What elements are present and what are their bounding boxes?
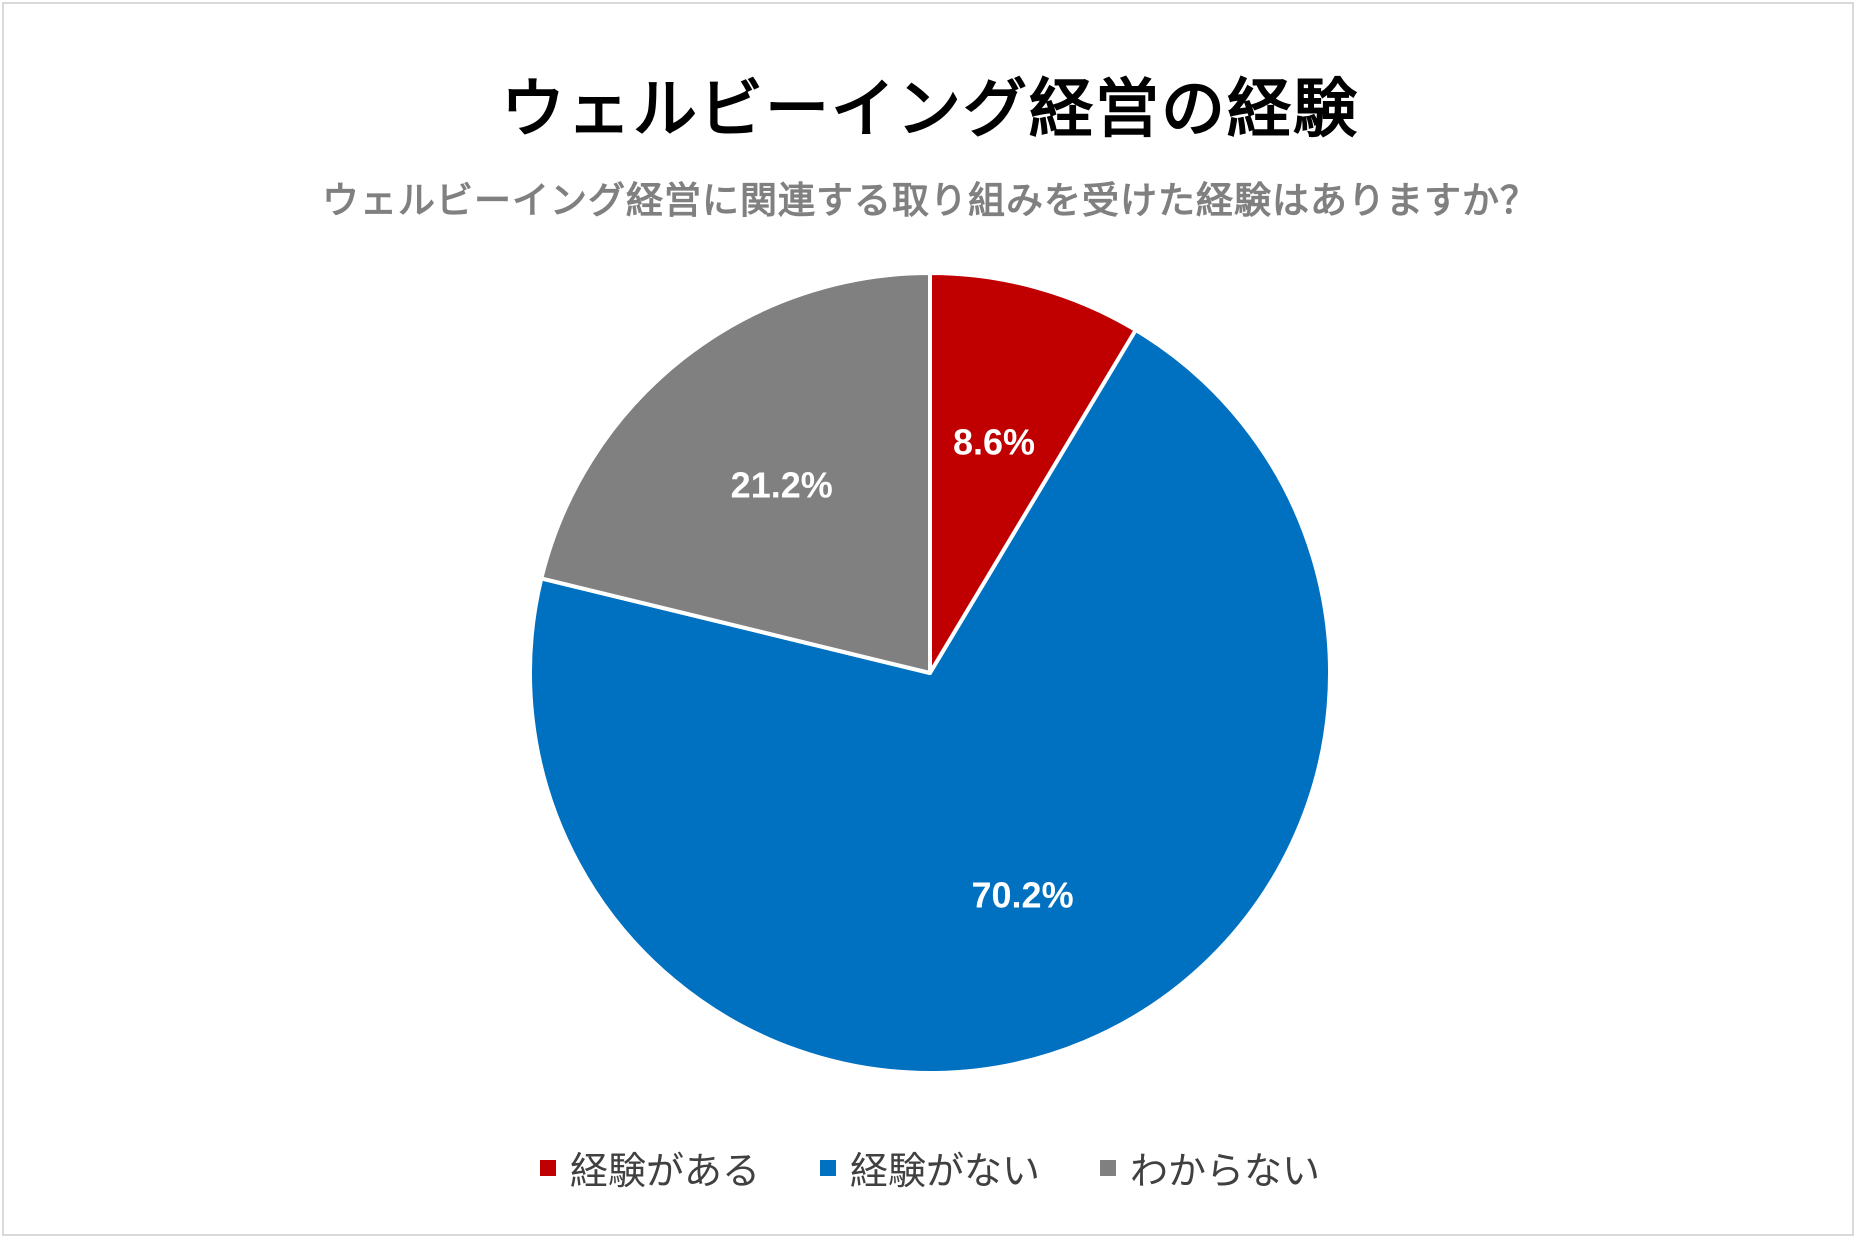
pie-data-labels: 8.6% 70.2% 21.2% <box>731 422 1074 916</box>
legend-label-not-experienced: 経験がない <box>849 1149 1040 1193</box>
legend-label-experienced: 経験がある <box>569 1149 760 1193</box>
data-label-not-experienced: 70.2% <box>972 874 1074 915</box>
legend: 経験がある 経験がない わからない <box>0 1140 1860 1195</box>
legend-swatch-unknown <box>1100 1159 1116 1176</box>
legend-swatch-experienced <box>539 1159 556 1176</box>
legend-item-experienced: 経験がある <box>539 1140 760 1195</box>
slice-not-experienced <box>528 327 1332 1075</box>
legend-item-not-experienced: 経験がない <box>819 1140 1040 1195</box>
legend-swatch-not-experienced <box>819 1159 836 1176</box>
data-label-unknown: 21.2% <box>731 464 833 505</box>
slice-unknown <box>539 271 932 675</box>
data-label-experienced: 8.6% <box>953 422 1035 463</box>
slice-experienced <box>928 271 1138 675</box>
pie-slices <box>528 271 1332 1075</box>
legend-label-unknown: わからない <box>1130 1149 1321 1193</box>
chart-title: ウェルビーイング経営の経験 <box>501 73 1359 147</box>
chart-subtitle: ウェルビーイング経営に関連する取り組みを受けた経験はありますか？ <box>322 179 1538 222</box>
legend-item-unknown: わからない <box>1100 1140 1320 1195</box>
